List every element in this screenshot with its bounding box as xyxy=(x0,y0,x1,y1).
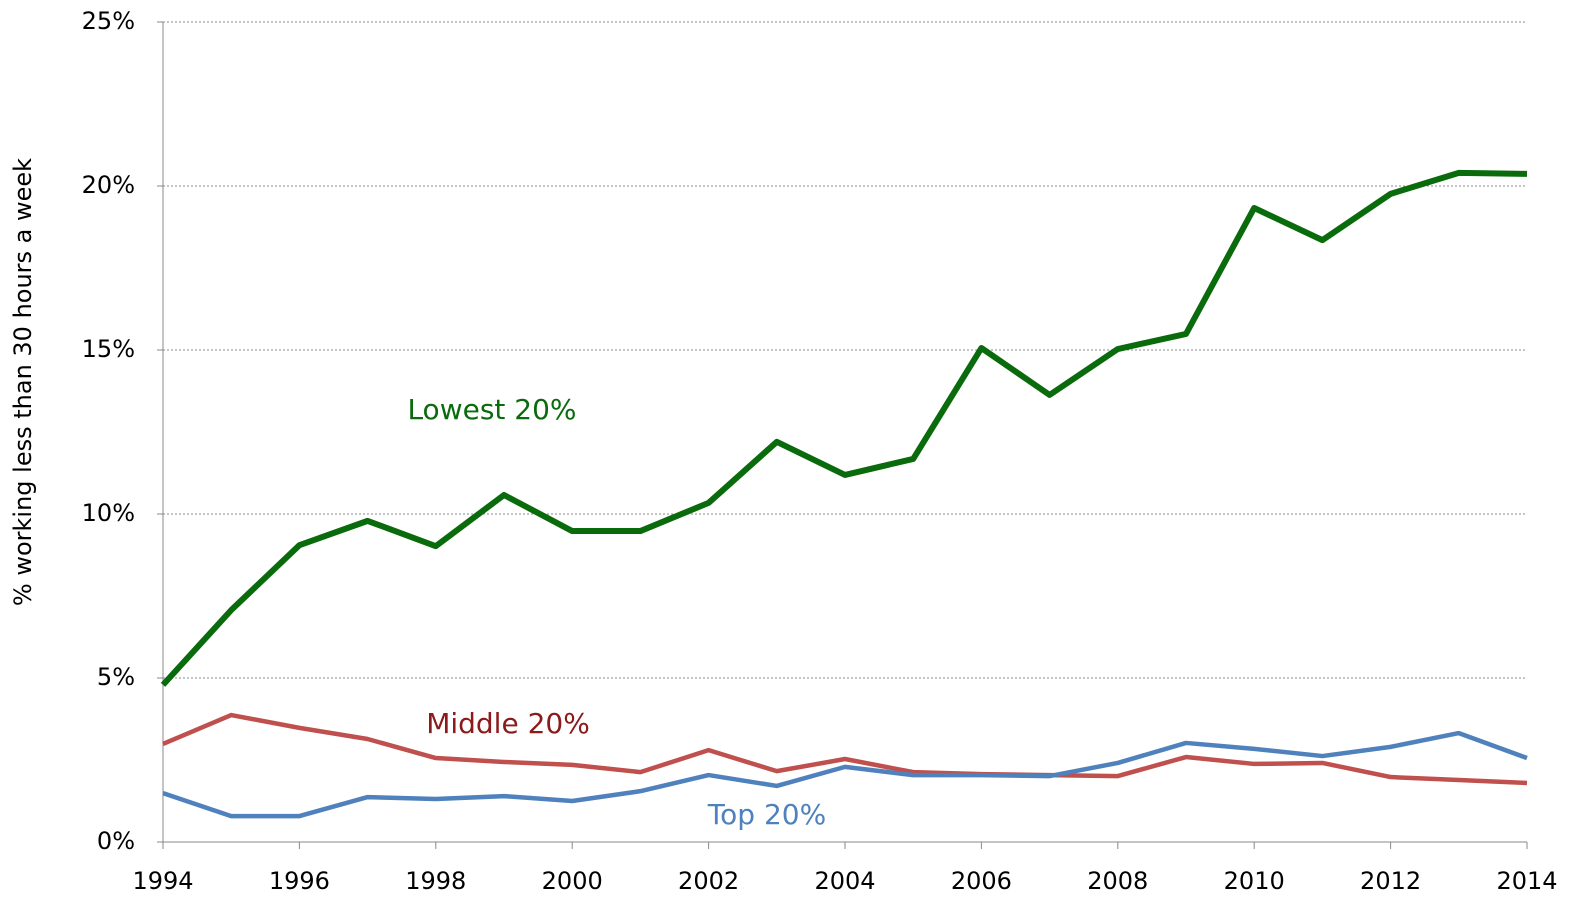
x-tick-label: 1998 xyxy=(405,867,466,895)
series-label: Middle 20% xyxy=(426,707,590,740)
x-tick-label: 1994 xyxy=(132,867,193,895)
y-tick-label: 0% xyxy=(97,827,135,855)
x-tick-label: 2000 xyxy=(542,867,603,895)
series-line xyxy=(162,712,1528,786)
series-label: Lowest 20% xyxy=(407,393,576,426)
y-tick-label: 5% xyxy=(97,663,135,691)
x-tick-label: 2014 xyxy=(1496,867,1557,895)
series-line xyxy=(162,730,1528,819)
x-tick-label: 2008 xyxy=(1087,867,1148,895)
x-tick-label: 2012 xyxy=(1360,867,1421,895)
y-tick-label: 15% xyxy=(82,335,135,363)
x-tick-label: 2002 xyxy=(678,867,739,895)
y-tick-label: 10% xyxy=(82,499,135,527)
series-line xyxy=(160,169,1528,687)
y-tick-label: 20% xyxy=(82,171,135,199)
x-tick-label: 2004 xyxy=(814,867,875,895)
series-label: Top 20% xyxy=(707,798,826,831)
x-tick-label: 2010 xyxy=(1224,867,1285,895)
y-tick-label: 25% xyxy=(82,7,135,35)
x-tick-label: 1996 xyxy=(269,867,330,895)
x-tick-label: 2006 xyxy=(951,867,1012,895)
y-axis-label: % working less than 30 hours a week xyxy=(9,158,37,606)
